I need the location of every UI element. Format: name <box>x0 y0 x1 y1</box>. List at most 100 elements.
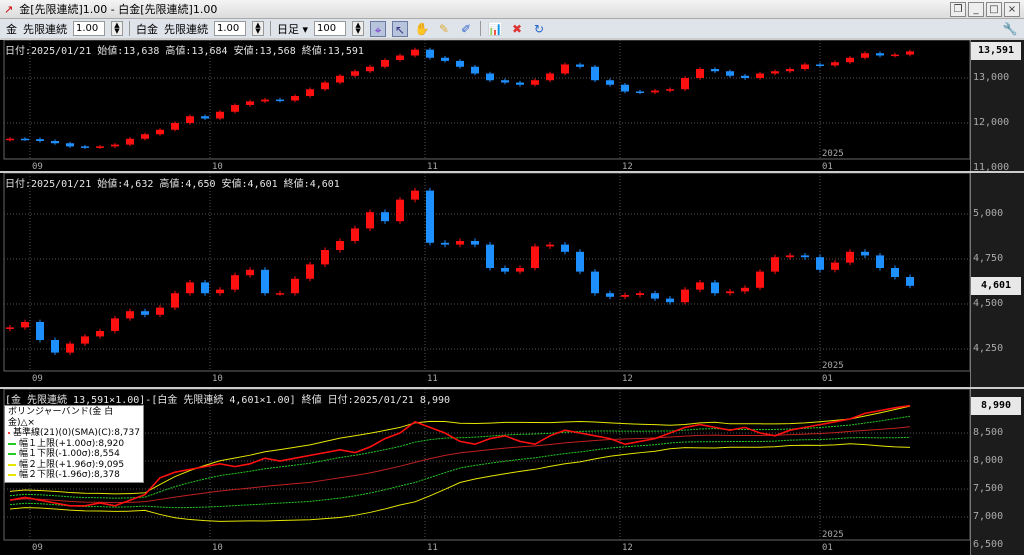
bollinger-legend: ボリンジャーバンド(金 白金)△× 基準線(21)(0)(SMA)(C):8,7… <box>4 405 144 483</box>
maximize-button[interactable]: □ <box>986 2 1002 17</box>
candle-down <box>276 99 284 102</box>
contract2-label: 先限連続 <box>164 22 208 36</box>
multiplier2-input[interactable]: 1.00 <box>214 21 246 36</box>
legend-label: 幅１下限(-1.00σ):8,554 <box>19 449 120 459</box>
spread-bollinger-pane[interactable]: [金 先限連続 13,591×1.00]-[白金 先限連続 4,601×1.00… <box>0 387 1024 555</box>
candle-up <box>96 146 104 148</box>
eraser-tool-icon[interactable]: ✐ <box>461 21 472 36</box>
legend-swatch <box>8 453 16 456</box>
platinum-ohlc-header: 日付:2025/01/21 始値:4,632 高値:4,650 安値:4,601… <box>5 179 340 190</box>
candle-down <box>141 311 149 315</box>
platinum-price-axis[interactable]: 5,000 4,750 4,500 4,250 4,601 <box>970 173 1024 387</box>
candle-down <box>66 143 74 147</box>
month-label: 12 <box>622 543 633 553</box>
candle-down <box>816 257 824 270</box>
spread-line-chart[interactable]: 09 10 11 12 01 2025 <box>0 389 970 555</box>
hand-tool-icon[interactable]: ✋ <box>414 21 430 36</box>
pointer-tool-icon[interactable]: ↖ <box>392 20 409 37</box>
legend-label: 幅１上限(+1.00σ):8,920 <box>19 438 125 449</box>
remove-indicator-icon[interactable]: ✖ <box>512 21 523 36</box>
candle-up <box>741 287 749 292</box>
candle-down <box>726 71 734 76</box>
month-label: 12 <box>622 374 633 384</box>
last-price-badge: 13,591 <box>971 42 1021 61</box>
bar-count-spinner[interactable]: ▲ ▼ <box>352 21 365 36</box>
indicator-menu-icon[interactable]: 📊▾ <box>487 21 503 52</box>
candle-up <box>216 289 224 294</box>
plot-frame <box>3 173 970 372</box>
symbol1-label: 金 <box>6 22 17 36</box>
refresh-icon[interactable]: ↻ <box>534 21 545 36</box>
restore-button[interactable]: ❐ <box>950 2 966 17</box>
candle-down <box>621 84 629 92</box>
settings-wrench-icon[interactable]: 🔧 <box>1002 21 1018 36</box>
candle-up <box>96 331 104 337</box>
last-price-badge: 8,990 <box>971 396 1021 415</box>
candle-up <box>546 244 554 247</box>
candle-up <box>666 89 674 91</box>
candle-up <box>6 138 14 141</box>
candle-up <box>246 101 254 105</box>
pencil-tool-icon[interactable]: ✎ <box>439 21 450 36</box>
month-label: 10 <box>212 543 223 553</box>
axis-tick-label: 7,000 <box>973 511 1004 522</box>
candle-down <box>456 60 464 67</box>
axis-tick-label: 12,000 <box>973 117 1010 128</box>
candle-down <box>201 282 209 294</box>
plot-frame <box>3 40 970 160</box>
candle-down <box>486 73 494 81</box>
candle-up <box>381 60 389 67</box>
legend-item: 幅１下限(-1.00σ):8,554 <box>8 449 140 460</box>
bar-count-input[interactable]: 100 <box>314 21 347 36</box>
candle-up <box>321 250 329 265</box>
close-button[interactable]: × <box>1004 2 1020 17</box>
window-title: 金[先限連続]1.00 - 白金[先限連続]1.00 <box>19 3 218 16</box>
period-dropdown[interactable]: 日足 ▾ <box>277 22 309 36</box>
gold-candlestick-chart[interactable]: 09 10 11 12 01 2025 <box>0 40 970 171</box>
spread-axis[interactable]: 8,500 8,000 7,500 7,000 6,500 8,990 <box>970 389 1024 555</box>
candle-up <box>291 278 299 294</box>
candle-up <box>156 129 164 135</box>
candle-down <box>381 212 389 222</box>
crosshair-tool-icon[interactable]: ⌖ <box>370 20 387 37</box>
multiplier1-spinner[interactable]: ▲ ▼ <box>111 21 123 36</box>
candle-up <box>621 295 629 297</box>
candle-up <box>306 89 314 96</box>
minimize-button[interactable]: _ <box>968 2 984 17</box>
candle-up <box>546 73 554 81</box>
candle-up <box>831 262 839 270</box>
month-label: 01 <box>822 162 833 171</box>
candle-down <box>666 298 674 303</box>
platinum-candlestick-chart[interactable]: 09 10 11 12 01 2025 <box>0 173 970 387</box>
month-label: 11 <box>427 162 438 171</box>
candle-down <box>501 268 509 272</box>
month-label: 11 <box>427 543 438 553</box>
candle-up <box>171 293 179 308</box>
candle-up <box>291 96 299 101</box>
month-label: 01 <box>822 543 833 553</box>
candle-up <box>681 289 689 303</box>
toolbar: 金 先限連続 1.00 ▲ ▼ 白金 先限連続 1.00 ▲ ▼ 日足 ▾ 100 … <box>0 19 1024 52</box>
candle-up <box>846 251 854 263</box>
legend-swatch <box>8 474 16 477</box>
candle-down <box>426 190 434 243</box>
axis-tick-label: 4,500 <box>973 298 1004 309</box>
candle-up <box>321 82 329 90</box>
candle-up <box>366 212 374 229</box>
band1-lower-line <box>9 436 911 509</box>
multiplier2-spinner[interactable]: ▲ ▼ <box>252 21 264 36</box>
axis-tick-label: 6,500 <box>973 539 1004 550</box>
candle-up <box>561 64 569 74</box>
candle-up <box>726 291 734 294</box>
candle-down <box>816 64 824 66</box>
candle-down <box>711 282 719 294</box>
basis-line <box>9 426 911 504</box>
month-label: 12 <box>622 162 633 171</box>
legend-title: ボリンジャーバンド(金 白金)△× <box>8 407 114 428</box>
gold-price-pane[interactable]: 日付:2025/01/21 始値:13,638 高値:13,684 安値:13,… <box>0 38 1024 173</box>
candle-up <box>231 105 239 112</box>
multiplier1-input[interactable]: 1.00 <box>73 21 105 36</box>
gold-price-axis[interactable]: 13,000 12,000 11,000 13,591 <box>970 40 1024 173</box>
candle-down <box>21 138 29 141</box>
platinum-price-pane[interactable]: 日付:2025/01/21 始値:4,632 高値:4,650 安値:4,601… <box>0 171 1024 387</box>
